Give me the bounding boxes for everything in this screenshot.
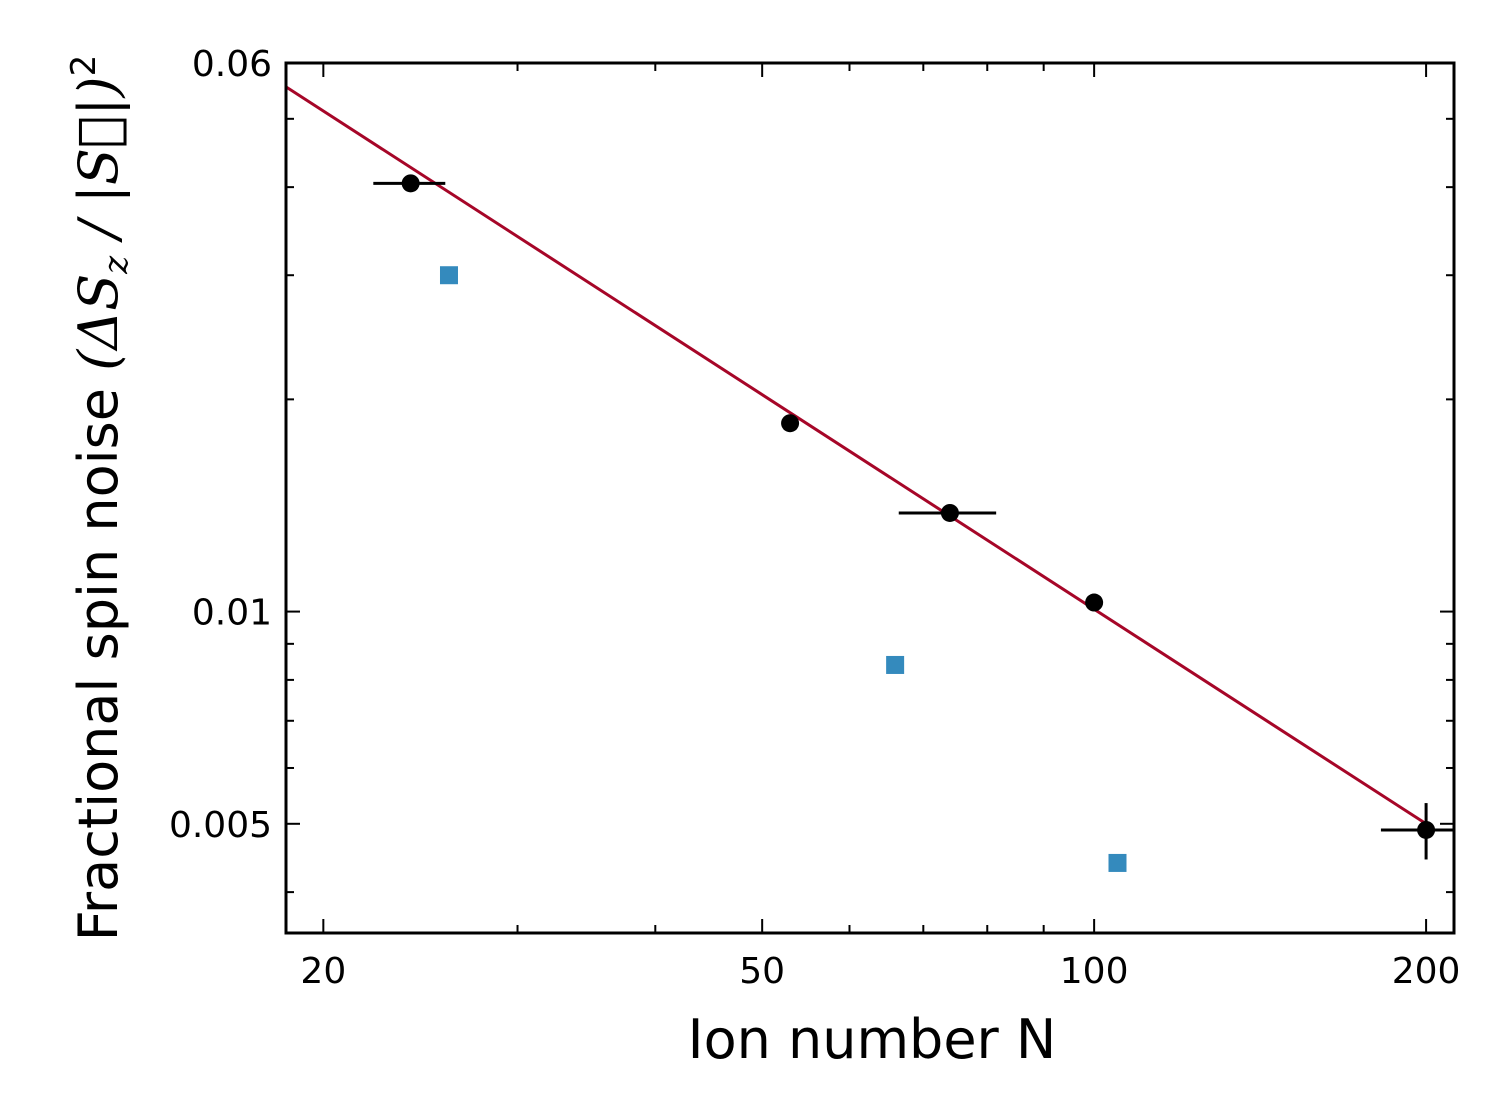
- plot-series: [286, 85, 1454, 872]
- tick-labels: 20 50 100 200 0.06 0.01 0.005: [169, 44, 1461, 992]
- data-point-square: [886, 655, 905, 674]
- y-axis-title-sup: 2: [64, 55, 104, 77]
- axis-ticks: [286, 62, 1454, 933]
- x-tick-label: 100: [1060, 951, 1129, 992]
- y-axis-title-math-2: / |S⃗|): [67, 76, 130, 255]
- plot-area: [286, 85, 1454, 872]
- data-point-circle: [1417, 820, 1436, 839]
- y-axis-title: Fractional spin noise: [67, 388, 130, 941]
- y-axis-title-sub: z: [96, 255, 136, 275]
- data-point-square: [1108, 853, 1127, 872]
- data-point-circle: [1085, 593, 1104, 612]
- y-axis-title-row: Fractional spin noise (ΔSz / |S⃗|)2: [64, 55, 136, 941]
- plot-frame: [284, 61, 1456, 935]
- x-tick-label: 200: [1392, 951, 1461, 992]
- fit-line: [286, 85, 1427, 826]
- data-point-circle: [940, 503, 959, 522]
- data-point-circle: [401, 174, 420, 193]
- y-tick-label: 0.06: [192, 44, 272, 85]
- x-axis-title: Ion number N: [688, 1008, 1057, 1071]
- x-tick-label: 20: [300, 951, 346, 992]
- y-tick-label: 0.005: [169, 805, 272, 846]
- data-point-square: [439, 266, 458, 285]
- data-point-circle: [781, 414, 800, 433]
- y-axis-title-group: Fractional spin noise (ΔSz / |S⃗|)2: [64, 55, 136, 941]
- y-axis-title-math: (ΔS: [67, 274, 130, 371]
- x-tick-label: 50: [739, 951, 785, 992]
- y-tick-label: 0.01: [192, 593, 272, 634]
